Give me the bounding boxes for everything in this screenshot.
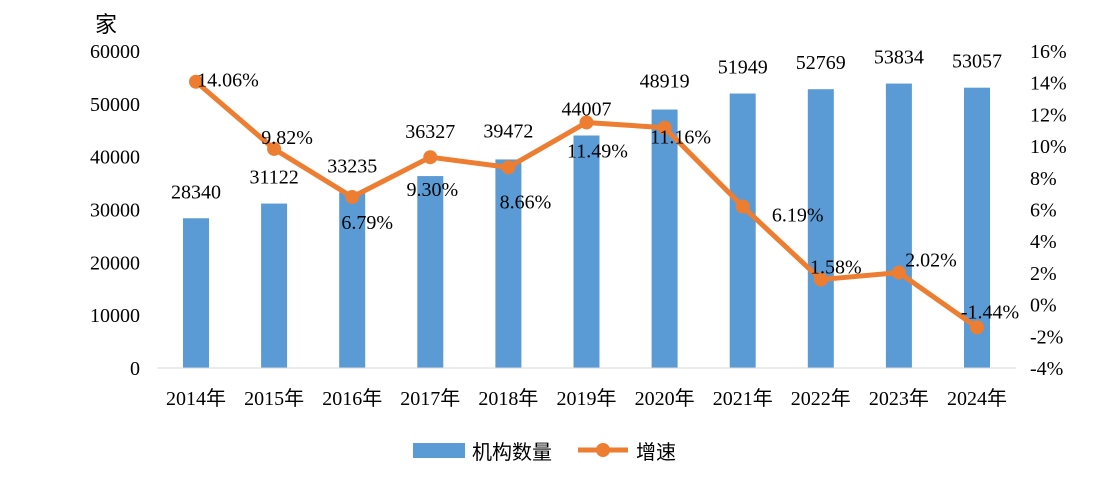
legend-line-marker: [596, 443, 610, 457]
growth-point-2022年: [813, 272, 828, 287]
growth-value-label: 6.79%: [341, 212, 393, 234]
y-right-tick: 14%: [1030, 73, 1067, 95]
y-right-tick: 0%: [1030, 295, 1057, 317]
x-tick: 2016年: [322, 387, 382, 410]
y-right-tick: 6%: [1030, 200, 1057, 222]
bar-value-label: 53057: [952, 51, 1002, 73]
growth-value-label: 11.16%: [650, 127, 711, 149]
y-left-tick: 50000: [90, 94, 140, 116]
bar-value-label: 33235: [327, 155, 377, 177]
x-tick: 2015年: [244, 387, 304, 410]
growth-point-2017年: [423, 150, 438, 165]
y-left-unit: 家: [95, 12, 117, 37]
bar-2019年: [573, 135, 600, 368]
bar-2014年: [183, 218, 209, 368]
y-left-tick: 30000: [90, 200, 140, 222]
growth-point-2023年: [891, 265, 906, 280]
bar-value-label: 52769: [796, 52, 846, 74]
y-right-tick: 12%: [1030, 104, 1067, 126]
growth-point-2018年: [501, 160, 516, 175]
x-tick: 2014年: [166, 387, 226, 410]
growth-value-label: 1.58%: [810, 257, 862, 279]
y-left-tick: 0: [130, 358, 140, 380]
bar-value-label: 39472: [483, 120, 533, 142]
growth-point-2021年: [735, 199, 750, 214]
legend-bar-label: 机构数量: [472, 441, 552, 464]
growth-value-label: 14.06%: [197, 70, 259, 92]
bar-2022年: [807, 89, 834, 368]
growth-point-2016年: [345, 189, 360, 204]
growth-point-2019年: [579, 115, 594, 130]
growth-value-label: 2.02%: [905, 250, 957, 272]
legend-line-label: 增速: [636, 441, 676, 464]
bar-2020年: [651, 109, 678, 368]
y-left-tick: 10000: [90, 305, 140, 327]
bar-value-label: 51949: [718, 57, 768, 79]
y-right-tick: 16%: [1030, 41, 1067, 63]
y-right-tick: 10%: [1030, 136, 1067, 158]
y-right-tick: 2%: [1030, 263, 1057, 285]
bar-2021年: [729, 93, 756, 368]
x-tick: 2017年: [400, 387, 460, 410]
bar-value-label: 44007: [562, 98, 612, 120]
growth-value-label: 8.66%: [500, 191, 552, 213]
x-tick: 2021年: [713, 387, 773, 410]
x-tick: 2020年: [635, 387, 695, 410]
bar-value-label: 31122: [249, 167, 298, 189]
x-tick: 2018年: [478, 387, 538, 410]
y-right-tick: -4%: [1030, 358, 1063, 380]
legend-bar-swatch: [413, 443, 465, 458]
bar-value-label: 36327: [405, 121, 455, 143]
x-tick: 2023年: [869, 387, 929, 410]
y-right-tick: 8%: [1030, 168, 1057, 190]
bar-2016年: [339, 192, 366, 368]
bar-2018年: [495, 159, 522, 368]
growth-point-2020年: [657, 120, 672, 135]
y-right-tick: -2%: [1030, 326, 1063, 348]
bar-2023年: [885, 83, 912, 369]
y-right-tick: 4%: [1030, 231, 1057, 253]
growth-point-2014年: [189, 74, 203, 89]
x-tick: 2022年: [791, 387, 851, 410]
bar-value-label: 28340: [171, 181, 221, 203]
bar-2015年: [261, 203, 288, 368]
x-tick: 2019年: [557, 387, 617, 410]
growth-value-label: 6.19%: [772, 204, 824, 226]
growth-point-2024年: [970, 320, 984, 335]
bar-2017年: [417, 176, 444, 368]
growth-point-2015年: [267, 141, 282, 156]
legend: 机构数量 增速: [413, 441, 676, 464]
y-left-tick: 20000: [90, 252, 140, 274]
y-left-tick: 60000: [90, 41, 140, 63]
growth-value-label: 11.49%: [567, 140, 628, 162]
x-tick: 2024年: [947, 387, 1007, 410]
bar-value-label: 53834: [874, 47, 924, 69]
growth-value-label: 9.82%: [261, 127, 313, 149]
bar-value-label: 48919: [640, 71, 690, 93]
y-left-tick: 40000: [90, 147, 140, 169]
growth-value-label: 9.30%: [406, 179, 458, 201]
growth-value-label: -1.44%: [961, 301, 1019, 323]
